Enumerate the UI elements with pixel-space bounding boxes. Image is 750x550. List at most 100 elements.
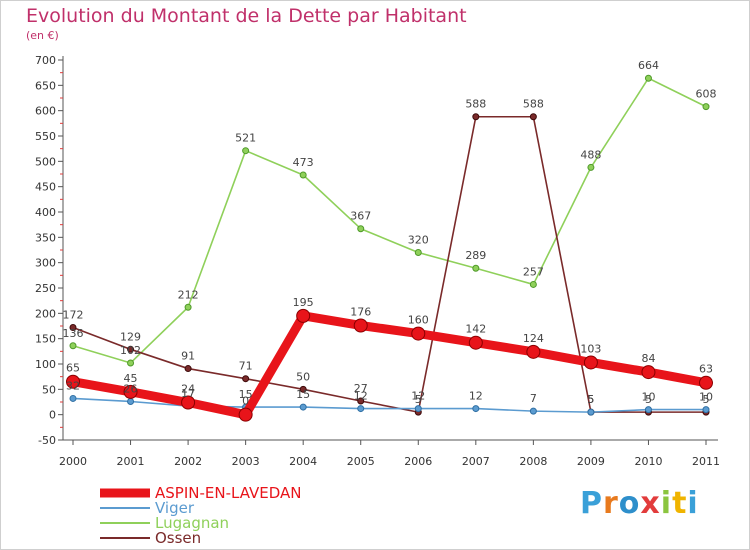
y-tick-label: 150 [35, 333, 56, 346]
data-label: 24 [181, 383, 195, 396]
data-point [644, 74, 652, 82]
data-label: 10 [699, 391, 713, 404]
data-point [472, 405, 480, 413]
unit-label: (en €) [26, 29, 59, 42]
legend-item: Ossen [100, 529, 430, 547]
logo-letter: t [672, 486, 688, 521]
logo-letter: r [603, 486, 619, 521]
data-label: 5 [703, 393, 710, 406]
y-tick-label: -50 [38, 434, 56, 447]
legend-swatch [100, 522, 150, 524]
data-point [127, 345, 135, 353]
legend-item: ASPIN-EN-LAVEDAN [100, 484, 430, 502]
data-point [583, 355, 598, 370]
data-label: 5 [587, 393, 594, 406]
data-label: 27 [354, 382, 368, 395]
data-point [699, 375, 713, 390]
data-label: 0 [242, 395, 249, 408]
data-label: 103 [580, 342, 601, 355]
data-point [296, 308, 311, 323]
x-tick-label: 2010 [634, 455, 662, 468]
data-point [411, 326, 426, 341]
legend-item: Lugagnan [100, 514, 430, 532]
chart-title: Evolution du Montant de la Dette par Hab… [26, 5, 467, 27]
data-point [127, 397, 135, 405]
data-label: 124 [523, 332, 544, 345]
data-label: 91 [181, 350, 195, 363]
data-label: 5 [415, 393, 422, 406]
data-label: 84 [641, 352, 655, 365]
x-tick-label: 2006 [404, 455, 432, 468]
data-point [69, 324, 77, 332]
data-label: 5 [587, 393, 594, 406]
y-tick-label: 100 [35, 358, 56, 371]
data-label: 17 [181, 387, 195, 400]
data-point [529, 407, 537, 415]
data-point [184, 365, 192, 373]
data-label: 320 [408, 234, 429, 247]
data-label: 12 [469, 390, 483, 403]
data-label: 588 [465, 98, 486, 111]
x-tick-label: 2001 [117, 455, 145, 468]
data-point [414, 405, 422, 413]
data-point [414, 249, 422, 257]
logo-letter: P [580, 486, 603, 521]
data-point [66, 374, 80, 389]
data-point [242, 375, 250, 383]
x-tick-label: 2008 [519, 455, 547, 468]
x-tick-label: 2003 [232, 455, 260, 468]
series-line-2 [72, 77, 707, 364]
data-point [357, 397, 365, 405]
data-point [181, 395, 196, 410]
data-label: 142 [465, 323, 486, 336]
legend-label: Viger [155, 499, 195, 517]
data-label: 608 [696, 88, 717, 101]
y-tick-label: 700 [35, 54, 56, 67]
logo-letter: i [660, 486, 673, 521]
data-label: 172 [63, 309, 84, 322]
data-point [69, 394, 77, 402]
data-point [529, 113, 537, 121]
y-tick-label: 550 [35, 130, 56, 143]
data-point [529, 280, 537, 288]
data-point [702, 406, 710, 414]
data-point [69, 342, 77, 350]
data-label: 7 [530, 392, 537, 405]
data-label: 15 [239, 388, 253, 401]
data-point [238, 407, 253, 422]
legend-label: ASPIN-EN-LAVEDAN [155, 484, 302, 502]
x-tick-label: 2005 [347, 455, 375, 468]
data-label: 5 [645, 393, 652, 406]
y-tick-label: 50 [42, 383, 56, 396]
data-label: 367 [350, 210, 371, 223]
data-label: 102 [120, 344, 141, 357]
series-line-0 [68, 311, 711, 420]
data-label: 32 [66, 379, 80, 392]
data-point [644, 406, 652, 414]
legend-swatch [100, 537, 150, 539]
data-point [299, 171, 307, 179]
proxiti-logo: Proxiti [580, 486, 699, 521]
data-point [353, 318, 368, 333]
data-label: 257 [523, 265, 544, 278]
x-tick-label: 2002 [174, 455, 202, 468]
y-tick-label: 0 [49, 409, 56, 422]
data-label: 129 [120, 330, 141, 343]
data-label: 45 [124, 372, 138, 385]
data-label: 473 [293, 156, 314, 169]
data-label: 521 [235, 132, 256, 145]
x-tick-label: 2009 [577, 455, 605, 468]
data-label: 50 [296, 370, 310, 383]
x-tick-label: 2011 [692, 455, 720, 468]
x-tick-label: 2000 [59, 455, 87, 468]
legend-swatch [100, 507, 150, 509]
data-point [357, 225, 365, 233]
y-tick-label: 300 [35, 257, 56, 270]
data-point [472, 264, 480, 272]
logo-letter: x [640, 486, 661, 521]
data-label: 71 [239, 360, 253, 373]
data-label: 12 [411, 390, 425, 403]
data-label: 136 [63, 327, 84, 340]
data-label: 160 [408, 314, 429, 327]
